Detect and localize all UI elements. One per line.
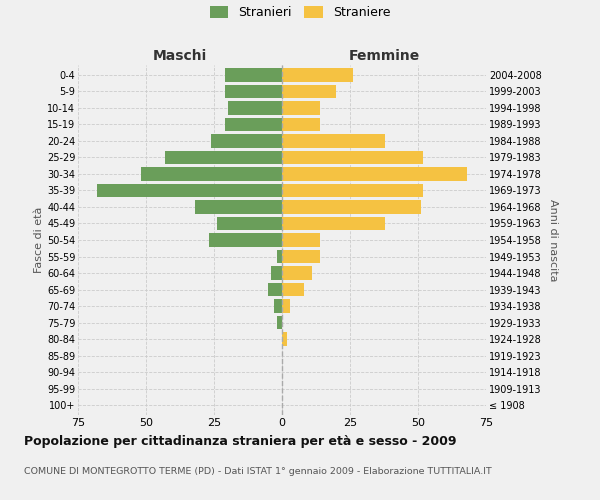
Bar — [282, 102, 320, 114]
Bar — [282, 118, 320, 131]
Bar — [282, 300, 290, 312]
Bar — [217, 217, 282, 230]
Bar — [271, 266, 282, 280]
Bar — [277, 316, 282, 329]
Bar — [227, 102, 282, 114]
Bar — [268, 283, 282, 296]
Bar — [225, 118, 282, 131]
Bar — [277, 250, 282, 263]
Y-axis label: Anni di nascita: Anni di nascita — [548, 198, 558, 281]
Bar — [282, 134, 385, 147]
Bar — [282, 200, 421, 213]
Bar — [225, 68, 282, 82]
Text: Femmine: Femmine — [349, 50, 419, 64]
Y-axis label: Fasce di età: Fasce di età — [34, 207, 44, 273]
Bar — [140, 168, 282, 180]
Bar — [282, 151, 424, 164]
Bar — [282, 85, 337, 98]
Bar — [282, 168, 467, 180]
Bar — [274, 300, 282, 312]
Bar — [282, 332, 287, 345]
Bar — [211, 134, 282, 147]
Bar — [225, 85, 282, 98]
Bar — [209, 234, 282, 246]
Text: Popolazione per cittadinanza straniera per età e sesso - 2009: Popolazione per cittadinanza straniera p… — [24, 435, 457, 448]
Bar — [97, 184, 282, 197]
Bar — [165, 151, 282, 164]
Bar — [282, 184, 424, 197]
Text: COMUNE DI MONTEGROTTO TERME (PD) - Dati ISTAT 1° gennaio 2009 - Elaborazione TUT: COMUNE DI MONTEGROTTO TERME (PD) - Dati … — [24, 468, 492, 476]
Bar — [282, 234, 320, 246]
Bar — [282, 266, 312, 280]
Bar — [282, 217, 385, 230]
Text: Maschi: Maschi — [153, 50, 207, 64]
Bar — [282, 250, 320, 263]
Bar — [282, 68, 353, 82]
Bar — [195, 200, 282, 213]
Legend: Stranieri, Straniere: Stranieri, Straniere — [209, 6, 391, 19]
Bar — [282, 283, 304, 296]
